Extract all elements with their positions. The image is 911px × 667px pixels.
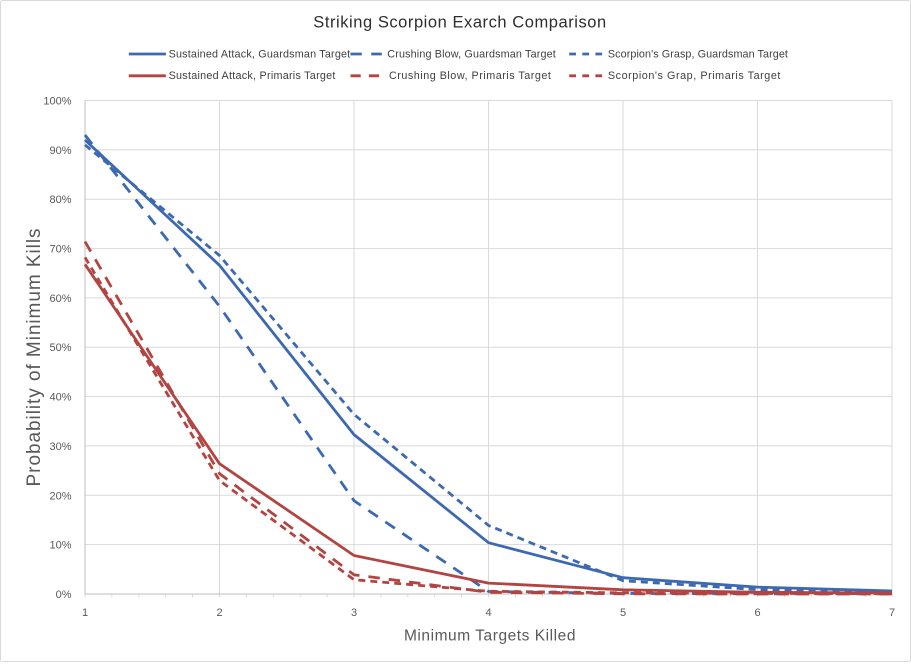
svg-text:1: 1 [82, 607, 88, 619]
svg-text:80%: 80% [49, 194, 71, 206]
svg-text:60%: 60% [49, 293, 71, 305]
svg-text:0%: 0% [56, 589, 72, 601]
svg-text:50%: 50% [49, 342, 71, 354]
svg-text:40%: 40% [49, 392, 71, 404]
svg-text:Minimum Targets Killed: Minimum Targets Killed [404, 627, 576, 644]
svg-text:5: 5 [620, 607, 626, 619]
svg-text:Sustained Attack, Primaris Tar: Sustained Attack, Primaris Target [169, 70, 336, 82]
svg-text:Scorpion's Grasp, Guardsman Ta: Scorpion's Grasp, Guardsman Target [608, 48, 788, 60]
svg-text:20%: 20% [49, 490, 71, 502]
svg-text:100%: 100% [43, 96, 71, 108]
svg-text:Crushing Blow, Primaris Target: Crushing Blow, Primaris Target [389, 70, 551, 82]
svg-text:7: 7 [889, 607, 895, 619]
svg-text:2: 2 [216, 607, 222, 619]
svg-text:4: 4 [485, 607, 491, 619]
svg-text:3: 3 [351, 607, 357, 619]
svg-text:Scorpion's Grap, Primaris Targ: Scorpion's Grap, Primaris Target [608, 70, 781, 82]
svg-text:Striking Scorpion Exarch Compa: Striking Scorpion Exarch Comparison [313, 14, 606, 32]
svg-text:30%: 30% [49, 441, 71, 453]
svg-text:Crushing Blow, Guardsman Targe: Crushing Blow, Guardsman Target [387, 48, 556, 60]
svg-text:10%: 10% [49, 540, 71, 552]
svg-text:70%: 70% [49, 244, 71, 256]
svg-text:Sustained Attack, Guardsman Ta: Sustained Attack, Guardsman Target [169, 48, 351, 60]
svg-text:Probability of Minimum Kills: Probability of Minimum Kills [24, 228, 45, 487]
svg-text:90%: 90% [49, 145, 71, 157]
svg-text:6: 6 [754, 607, 760, 619]
